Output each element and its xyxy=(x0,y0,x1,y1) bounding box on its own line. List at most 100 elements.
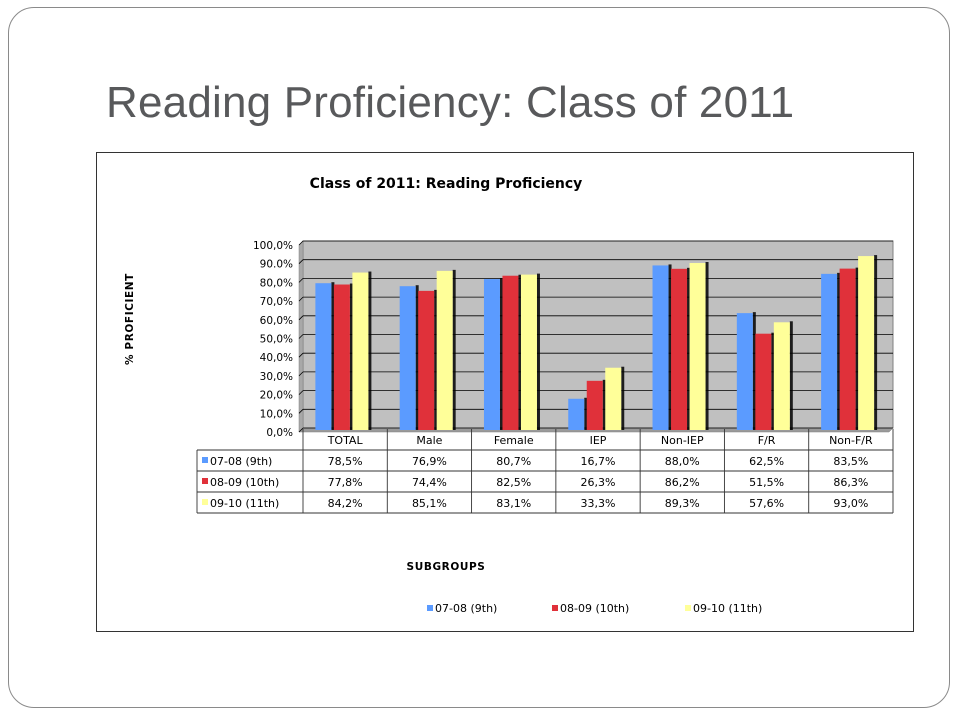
data-label: 86,2% xyxy=(665,476,700,489)
data-label: 26,3% xyxy=(581,476,616,489)
data-label: 83,5% xyxy=(833,455,868,468)
bar-shadow xyxy=(584,397,588,430)
y-tick-label: 40,0% xyxy=(260,352,293,364)
bar xyxy=(568,398,585,430)
gridline-depth xyxy=(298,278,304,283)
legend-key xyxy=(685,605,691,611)
data-table: TOTAL Male Female IEP Non-IEP F/R Non-F/R 07-08… xyxy=(196,429,894,514)
x-tick-label: IEP xyxy=(590,434,607,447)
y-tick-label: 20,0% xyxy=(260,390,293,402)
bar xyxy=(315,283,332,430)
legend-label: 08-09 (10th) xyxy=(560,602,629,615)
x-tick-label: Non-F/R xyxy=(829,434,873,447)
table-series-name: 07-08 (9th) xyxy=(210,455,272,468)
bar-shadow xyxy=(705,262,709,430)
legend: 07-08 (9th) 08-09 (10th) 09-10 (11th) xyxy=(427,602,762,615)
bar xyxy=(586,380,603,430)
bar-shadow xyxy=(855,267,859,430)
bar-shadow xyxy=(349,283,353,430)
y-tick-label: 60,0% xyxy=(260,315,293,327)
bar xyxy=(436,270,453,430)
x-tick-label: Non-IEP xyxy=(661,434,704,447)
gridline-depth xyxy=(298,427,304,433)
data-label: 74,4% xyxy=(412,476,447,489)
data-label: 89,3% xyxy=(665,497,700,510)
bar xyxy=(821,273,838,430)
bar-shadow xyxy=(415,285,419,430)
x-axis-title: SUBGROUPS xyxy=(407,561,486,573)
data-label: 83,1% xyxy=(496,497,531,510)
gridline-depth xyxy=(298,315,304,321)
bar-shadow xyxy=(621,366,625,430)
y-tick-label: 30,0% xyxy=(260,371,293,383)
gridline-depth xyxy=(298,409,304,414)
chart-title: Class of 2011: Reading Proficiency xyxy=(310,176,583,192)
data-label: 86,3% xyxy=(833,476,868,489)
data-label: 85,1% xyxy=(412,497,447,510)
bar xyxy=(652,265,669,430)
bar-shadow xyxy=(687,267,691,430)
table-series-name: 08-09 (10th) xyxy=(210,476,279,489)
y-tick-label: 100,0% xyxy=(253,240,293,252)
bar xyxy=(671,268,688,430)
bar xyxy=(736,313,753,430)
bar-shadow xyxy=(368,271,372,430)
bar-shadow xyxy=(518,274,522,430)
bar-shadow xyxy=(331,282,335,430)
x-tick-label: Female xyxy=(494,434,534,447)
y-tick-label: 0,0% xyxy=(266,427,293,439)
bar xyxy=(399,286,416,430)
gridline-depth xyxy=(298,390,304,395)
bar-shadow xyxy=(771,332,775,430)
slide-title: Reading Proficiency: Class of 2011 xyxy=(106,78,795,127)
bar-shadow xyxy=(499,278,503,430)
y-tick-label: 80,0% xyxy=(260,277,293,289)
bar xyxy=(483,279,500,430)
gridline-depth xyxy=(298,352,304,358)
data-label: 77,8% xyxy=(328,476,363,489)
bar xyxy=(418,290,435,430)
table-legend-key xyxy=(202,499,208,505)
gridline-depth xyxy=(298,240,304,246)
legend-key xyxy=(427,605,433,611)
bar xyxy=(352,272,369,430)
bar xyxy=(839,268,856,430)
bar-shadow xyxy=(452,269,456,430)
y-tick-label: 90.0% xyxy=(260,259,293,271)
bar-shadow xyxy=(837,272,841,430)
bar xyxy=(333,284,350,430)
data-label: 78,5% xyxy=(328,455,363,468)
y-axis-title: % PROFICIENT xyxy=(124,273,136,365)
bar-shadow xyxy=(752,312,756,430)
chart-container: Class of 2011: Reading Proficiency SUBGR… xyxy=(96,152,914,632)
data-label: 84,2% xyxy=(328,497,363,510)
bar xyxy=(520,274,537,430)
bar-shadow xyxy=(602,379,606,430)
table-legend-key xyxy=(202,478,208,484)
y-tick-label: 50,0% xyxy=(260,334,293,346)
bar xyxy=(689,263,706,430)
legend-label: 07-08 (9th) xyxy=(435,602,497,615)
table-series-name: 09-10 (11th) xyxy=(210,497,279,510)
data-label: 33,3% xyxy=(581,497,616,510)
x-tick-label: Male xyxy=(416,434,442,447)
gridline-depth xyxy=(298,296,304,302)
plot-area: 0,0% 10,0% 20,0% 30,0% 40,0% 50,0% 60,0% 70,0% 8… xyxy=(253,240,894,439)
bar-shadow xyxy=(874,255,878,430)
bar-shadow xyxy=(434,289,438,430)
data-label: 57,6% xyxy=(749,497,784,510)
data-label: 16,7% xyxy=(581,455,616,468)
data-label: 93,0% xyxy=(833,497,868,510)
legend-label: 09-10 (11th) xyxy=(693,602,762,615)
gridline-depth xyxy=(298,259,304,264)
table-legend-key xyxy=(202,457,208,463)
legend-key xyxy=(552,605,558,611)
chart-svg: Class of 2011: Reading Proficiency SUBGR… xyxy=(124,176,894,615)
data-label: 80,7% xyxy=(496,455,531,468)
data-label: 51,5% xyxy=(749,476,784,489)
data-label: 76,9% xyxy=(412,455,447,468)
bar xyxy=(605,367,622,430)
bar xyxy=(858,256,875,430)
data-label: 62,5% xyxy=(749,455,784,468)
bar-shadow xyxy=(536,273,540,430)
